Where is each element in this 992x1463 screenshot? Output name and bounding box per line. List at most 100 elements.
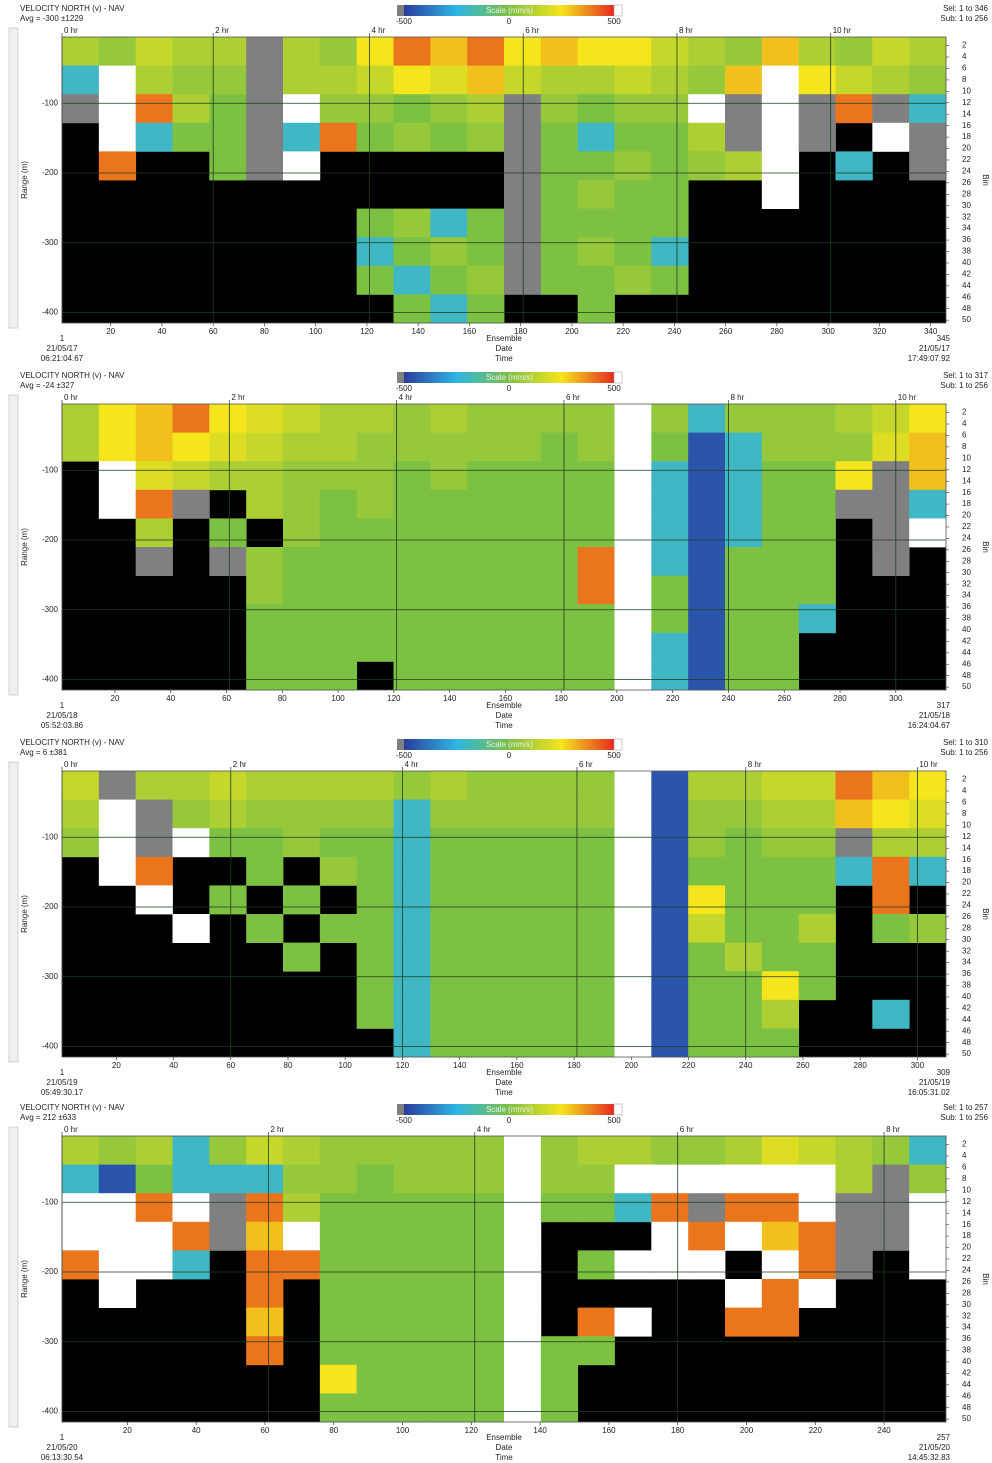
- hour-tick-label: 6 hr: [525, 26, 539, 35]
- heatmap-cell: [504, 94, 541, 123]
- heatmap-cell: [283, 1165, 320, 1194]
- heatmap-cell: [725, 661, 762, 690]
- heatmap-cell: [762, 123, 799, 152]
- start-ensemble: 1: [60, 1433, 65, 1442]
- heatmap-cell: [283, 94, 320, 123]
- panel-subtitle: Avg = -300 ±1229: [20, 14, 84, 23]
- x-tick-label: 100: [339, 1061, 353, 1070]
- heatmap-cell: [541, 633, 578, 662]
- subset-info: Sub: 1 to 256: [940, 381, 988, 390]
- heatmap-cell: [836, 1250, 873, 1279]
- heatmap-cell: [541, 800, 578, 829]
- y2-tick-label: 24: [962, 1266, 971, 1275]
- heatmap-cell: [872, 885, 909, 914]
- heatmap-cell: [246, 433, 283, 462]
- heatmap-cell: [504, 857, 541, 886]
- heatmap-cell: [430, 1136, 467, 1165]
- subset-info: Sub: 1 to 256: [940, 1113, 988, 1122]
- heatmap-cell: [615, 237, 652, 266]
- heatmap-cell: [99, 404, 136, 433]
- y2-tick-label: 48: [962, 671, 971, 680]
- heatmap-cell: [615, 37, 652, 66]
- heatmap-cell: [357, 1000, 394, 1029]
- heatmap-cell: [394, 518, 431, 547]
- y2-tick-label: 42: [962, 636, 971, 645]
- heatmap-cell: [725, 404, 762, 433]
- heatmap-cell: [651, 461, 688, 490]
- heatmap-cell: [541, 461, 578, 490]
- heatmap-cell: [467, 518, 504, 547]
- heatmap-cell: [394, 66, 431, 95]
- end-date: 21/05/18: [919, 711, 951, 720]
- heatmap-cell: [467, 885, 504, 914]
- heatmap-cell: [836, 1136, 873, 1165]
- heatmap-cell: [246, 490, 283, 519]
- y2-axis-label: Bin: [981, 1273, 990, 1285]
- heatmap-cell: [688, 914, 725, 943]
- end-ensemble: 345: [937, 334, 951, 343]
- heatmap-cell: [725, 771, 762, 800]
- heatmap-cell: [394, 604, 431, 633]
- heatmap-cell: [209, 404, 246, 433]
- heatmap-cell: [320, 461, 357, 490]
- heatmap-cell: [651, 404, 688, 433]
- heatmap-cell: [504, 800, 541, 829]
- heatmap-cell: [320, 828, 357, 857]
- heatmap-cell: [99, 461, 136, 490]
- x-tick-label: 200: [610, 694, 624, 703]
- heatmap-cell: [357, 1193, 394, 1222]
- y2-tick-label: 30: [962, 935, 971, 944]
- heatmap-cell: [762, 37, 799, 66]
- heatmap-cell: [430, 490, 467, 519]
- heatmap-cell: [394, 237, 431, 266]
- heatmap-cell: [615, 604, 652, 633]
- heatmap-cell: [430, 1000, 467, 1029]
- x-tick-label: 100: [396, 1426, 410, 1435]
- colorbar-above: [614, 1104, 622, 1115]
- y2-tick-label: 14: [962, 1208, 971, 1217]
- y2-tick-label: 16: [962, 855, 971, 864]
- heatmap-cell: [725, 94, 762, 123]
- x-tick-label: 240: [877, 1426, 891, 1435]
- heatmap-cell: [541, 37, 578, 66]
- heatmap-cell: [688, 1250, 725, 1279]
- y2-tick-label: 34: [962, 1323, 971, 1332]
- heatmap-cell: [99, 800, 136, 829]
- heatmap-cell: [799, 490, 836, 519]
- heatmap-cell: [651, 1000, 688, 1029]
- heatmap-cell: [246, 37, 283, 66]
- heatmap-cell: [394, 633, 431, 662]
- heatmap-cell: [394, 1165, 431, 1194]
- x-tick-label: 80: [329, 1426, 338, 1435]
- scrollbar: [9, 395, 18, 695]
- heatmap-cell: [615, 180, 652, 209]
- heatmap-cell: [799, 771, 836, 800]
- heatmap-cell: [504, 1222, 541, 1251]
- heatmap-cell: [430, 1028, 467, 1057]
- y2-tick-label: 10: [962, 86, 971, 95]
- hour-tick-label: 10 hr: [833, 26, 852, 35]
- y-tick-label: -300: [42, 1337, 59, 1346]
- heatmap-cell: [283, 66, 320, 95]
- hour-tick-label: 10 hr: [919, 760, 938, 769]
- heatmap-cell: [541, 1136, 578, 1165]
- heatmap-cell: [99, 828, 136, 857]
- colorbar-tick-label: -500: [396, 17, 413, 26]
- y2-tick-label: 34: [962, 224, 971, 233]
- y2-tick-label: 40: [962, 1357, 971, 1366]
- heatmap-cell: [541, 1393, 578, 1422]
- heatmap-cell: [504, 1165, 541, 1194]
- heatmap-cell: [504, 914, 541, 943]
- date-label: Date: [496, 711, 513, 720]
- heatmap-cell: [909, 123, 946, 152]
- x-tick-label: 20: [123, 1426, 132, 1435]
- heatmap-cell: [246, 123, 283, 152]
- heatmap-cell: [688, 771, 725, 800]
- time-label: Time: [495, 1088, 513, 1097]
- heatmap-cell: [651, 914, 688, 943]
- y2-tick-label: 12: [962, 98, 971, 107]
- panel-title: VELOCITY NORTH (v) - NAV: [20, 371, 125, 380]
- heatmap-cell: [283, 1193, 320, 1222]
- heatmap-cell: [725, 1193, 762, 1222]
- heatmap-cell: [99, 94, 136, 123]
